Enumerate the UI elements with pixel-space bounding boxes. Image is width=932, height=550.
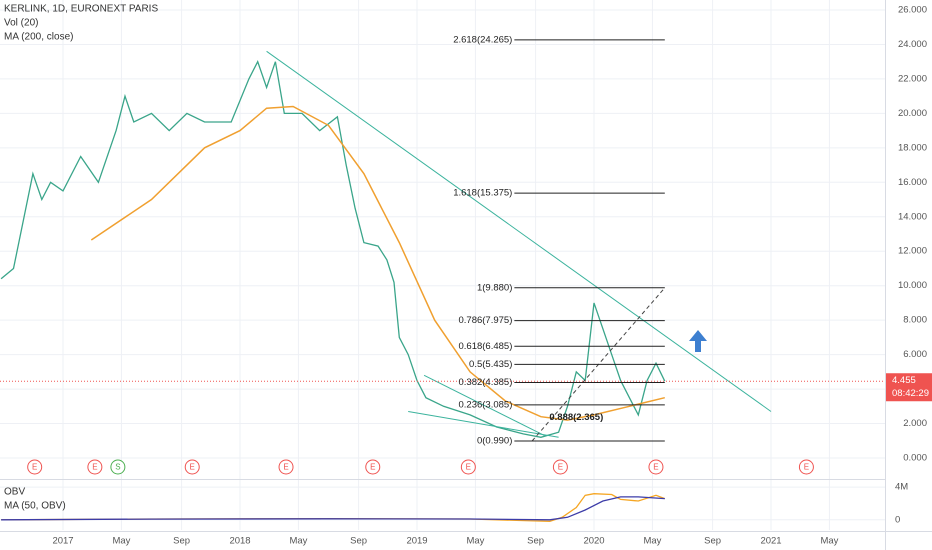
event-label: S bbox=[115, 463, 120, 472]
trendline bbox=[266, 50, 772, 412]
y-tick-label: 4M bbox=[895, 482, 908, 493]
event-marker bbox=[365, 459, 381, 475]
x-tick-label: Sep bbox=[350, 536, 367, 547]
event-marker bbox=[648, 459, 664, 475]
fib-label: 0.786(7.975) bbox=[458, 315, 512, 326]
countdown-label: 08:42:29 bbox=[892, 388, 929, 399]
annotation: 0.888(2.365) bbox=[549, 412, 603, 423]
event-label: E bbox=[92, 463, 97, 472]
y-tick-label: 0.000 bbox=[903, 453, 927, 464]
event-label: E bbox=[804, 463, 809, 472]
x-tick-label: Sep bbox=[704, 536, 721, 547]
indicator-label: Vol (20) bbox=[4, 18, 38, 29]
event-marker bbox=[27, 459, 43, 475]
fib-label: 1.618(15.375) bbox=[453, 188, 512, 199]
x-tick-label: Sep bbox=[173, 536, 190, 547]
last-price-box bbox=[886, 373, 932, 402]
x-tick-label: May bbox=[112, 536, 130, 547]
event-marker bbox=[460, 459, 476, 475]
plot bbox=[0, 39, 885, 523]
x-tick-label: May bbox=[643, 536, 661, 547]
x-tick-label: 2017 bbox=[52, 536, 73, 547]
fib-label: 1(9.880) bbox=[477, 282, 512, 293]
event-label: E bbox=[190, 463, 195, 472]
indicator-label: MA (200, close) bbox=[4, 32, 73, 43]
event-marker bbox=[798, 459, 814, 475]
up-arrow bbox=[689, 330, 707, 352]
event-label: E bbox=[370, 463, 375, 472]
y-tick-label: 8.000 bbox=[903, 315, 927, 326]
fib-label: 0.5(5.435) bbox=[469, 359, 512, 370]
fib-label: 0(0.990) bbox=[477, 435, 512, 446]
event-marker bbox=[87, 459, 103, 475]
event-marker bbox=[110, 459, 126, 475]
grid bbox=[0, 0, 885, 530]
y-tick-label: 26.000 bbox=[898, 5, 927, 16]
y-tick-label: 0 bbox=[895, 514, 900, 525]
x-tick-label: 2018 bbox=[229, 536, 250, 547]
y-tick-label: 20.000 bbox=[898, 108, 927, 119]
fib-label: 0.236(3.085) bbox=[458, 399, 512, 410]
x-tick-label: 2021 bbox=[760, 536, 781, 547]
event-label: E bbox=[32, 463, 37, 472]
trendline bbox=[423, 374, 545, 437]
y-tick-label: 2.000 bbox=[903, 418, 927, 429]
price-line bbox=[0, 60, 666, 438]
indicator-label: OBV bbox=[4, 487, 25, 498]
event-label: E bbox=[653, 463, 658, 472]
event-marker bbox=[278, 459, 294, 475]
x-tick-label: Sep bbox=[527, 536, 544, 547]
event-label: E bbox=[466, 463, 471, 472]
event-label: E bbox=[283, 463, 288, 472]
y-tick-label: 22.000 bbox=[898, 73, 927, 84]
moving-average bbox=[90, 105, 665, 421]
x-tick-label: 2020 bbox=[583, 536, 604, 547]
indicator-label: MA (50, OBV) bbox=[4, 501, 66, 512]
event-marker bbox=[184, 459, 200, 475]
last-price-label: 4.455 bbox=[892, 375, 916, 386]
y-tick-label: 16.000 bbox=[898, 177, 927, 188]
trendline bbox=[408, 411, 559, 438]
y-tick-label: 10.000 bbox=[898, 280, 927, 291]
event-label: E bbox=[558, 463, 563, 472]
fib-label: 0.382(4.385) bbox=[458, 377, 512, 388]
x-tick-label: May bbox=[289, 536, 307, 547]
symbol-title: KERLINK, 1D, EURONEXT PARIS bbox=[4, 4, 158, 15]
x-tick-label: 2019 bbox=[406, 536, 427, 547]
y-tick-label: 14.000 bbox=[898, 211, 927, 222]
event-marker bbox=[552, 459, 568, 475]
y-tick-label: 18.000 bbox=[898, 142, 927, 153]
x-tick-label: May bbox=[466, 536, 484, 547]
obv-ma-line bbox=[1, 496, 665, 521]
y-tick-label: 6.000 bbox=[903, 349, 927, 360]
x-tick-label: May bbox=[820, 536, 838, 547]
y-tick-label: 24.000 bbox=[898, 39, 927, 50]
fib-label: 2.618(24.265) bbox=[453, 34, 512, 45]
fib-label: 0.618(6.485) bbox=[458, 341, 512, 352]
y-tick-label: 12.000 bbox=[898, 246, 927, 257]
